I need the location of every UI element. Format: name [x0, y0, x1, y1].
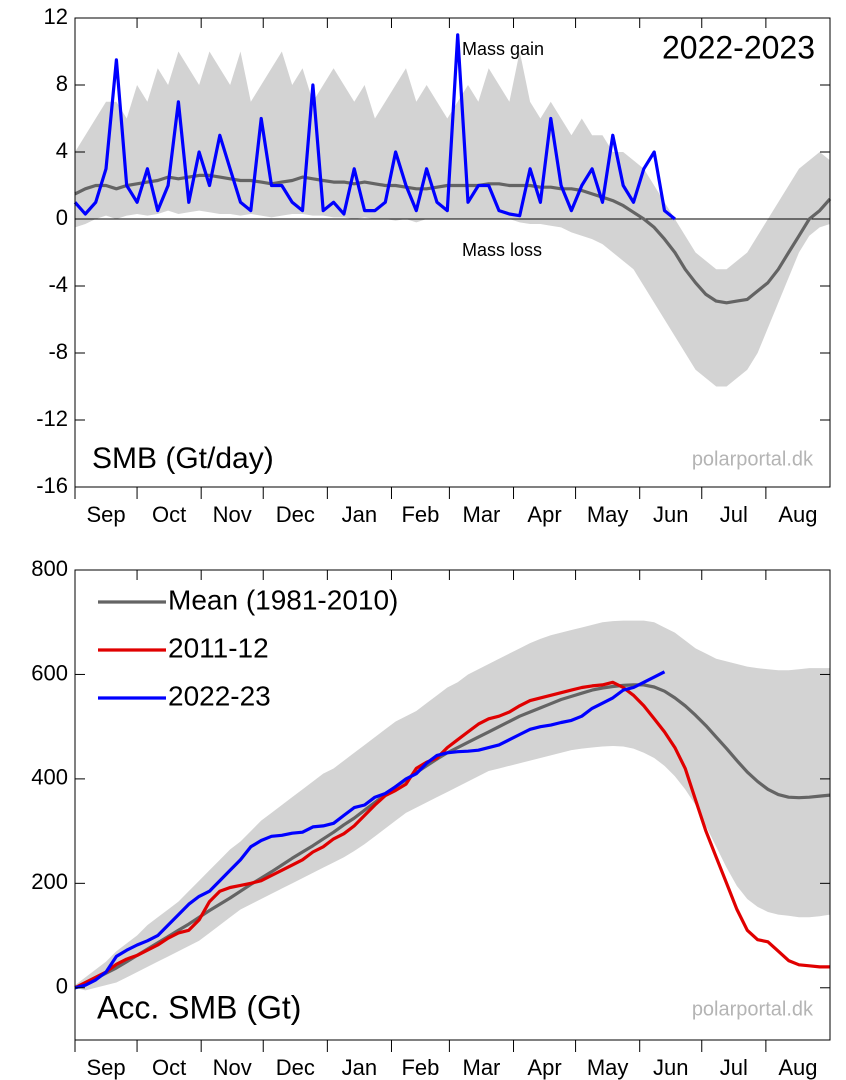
range-band [75, 620, 830, 991]
x-tick-label: Jul [720, 1055, 748, 1080]
x-tick-label: Jun [653, 502, 688, 527]
y-tick-label: 0 [56, 205, 68, 230]
x-tick-label: Oct [152, 502, 186, 527]
x-tick-label: Mar [463, 502, 501, 527]
legend-label: 2022-23 [168, 680, 271, 711]
annotation: Mass gain [462, 39, 544, 59]
series-line [74, 680, 830, 990]
series-line [73, 33, 676, 221]
x-tick-label: Nov [213, 1055, 252, 1080]
x-tick-label: Dec [276, 502, 315, 527]
x-tick-label: Jun [653, 1055, 688, 1080]
x-tick-label: Aug [778, 502, 817, 527]
y-tick-label: 800 [31, 556, 68, 581]
x-tick-label: Oct [152, 1055, 186, 1080]
y-tick-label: -12 [36, 406, 68, 431]
y-tick-label: 600 [31, 660, 68, 685]
x-tick-label: Apr [527, 502, 561, 527]
x-tick-label: Feb [401, 502, 439, 527]
series-line [74, 670, 666, 990]
plot-frame [74, 17, 831, 488]
annotation: Mass loss [462, 240, 542, 260]
y-tick-label: 4 [56, 138, 68, 163]
y-tick-label: -16 [36, 473, 68, 498]
x-tick-label: Mar [463, 1055, 501, 1080]
y-tick-label: 8 [56, 71, 68, 96]
x-tick-label: May [587, 502, 629, 527]
x-tick-label: Feb [401, 1055, 439, 1080]
x-tick-label: Sep [86, 502, 125, 527]
x-tick-label: Aug [778, 1055, 817, 1080]
credit: polarportal.dk [692, 448, 814, 470]
chart-title: 2022-2023 [662, 29, 815, 65]
legend-label: 2011-12 [168, 632, 269, 663]
y-tick-label: 400 [31, 765, 68, 790]
x-tick-label: Jul [720, 502, 748, 527]
y-tick-label: 200 [31, 869, 68, 894]
x-tick-label: Nov [213, 502, 252, 527]
credit: polarportal.dk [692, 998, 814, 1020]
plot-frame [74, 569, 831, 1041]
panel-label: Acc. SMB (Gt) [97, 989, 301, 1025]
series-line [74, 173, 832, 305]
y-tick-label: -4 [48, 272, 68, 297]
legend-label: Mean (1981-2010) [168, 584, 398, 615]
y-tick-label: 12 [44, 4, 68, 29]
x-tick-label: Jan [342, 1055, 377, 1080]
y-tick-label: -8 [48, 339, 68, 364]
x-tick-label: Dec [276, 1055, 315, 1080]
panel-label: SMB (Gt/day) [92, 442, 274, 475]
y-tick-label: 0 [56, 974, 68, 999]
x-tick-label: Apr [527, 1055, 561, 1080]
x-tick-label: Jan [342, 502, 377, 527]
x-tick-label: Sep [86, 1055, 125, 1080]
x-tick-label: May [587, 1055, 629, 1080]
